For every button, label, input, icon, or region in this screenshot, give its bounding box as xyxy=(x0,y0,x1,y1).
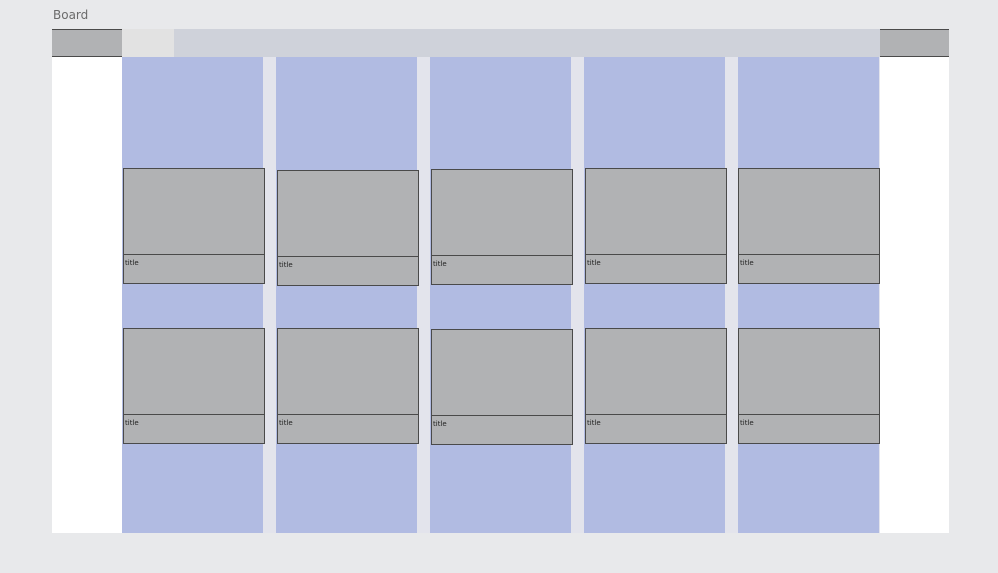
card-thumbnail xyxy=(278,329,418,415)
card-thumbnail xyxy=(739,169,879,255)
card[interactable]: title xyxy=(585,168,727,284)
card-thumbnail xyxy=(432,330,572,416)
grid-column xyxy=(584,57,725,533)
tab-placeholder[interactable] xyxy=(122,29,174,57)
grid-column xyxy=(738,57,879,533)
card-title: title xyxy=(587,259,601,267)
card[interactable]: title xyxy=(738,168,880,284)
card-title: title xyxy=(740,259,754,267)
card-title: title xyxy=(125,419,139,427)
card-thumbnail xyxy=(586,329,726,415)
card-title: title xyxy=(279,261,293,269)
card-thumbnail xyxy=(124,329,264,415)
grid-column xyxy=(122,57,263,533)
card-grid: title title title title title title titl… xyxy=(122,57,880,533)
card-thumbnail xyxy=(278,171,418,257)
grid-column xyxy=(430,57,571,533)
card-thumbnail xyxy=(586,169,726,255)
card-title: title xyxy=(587,419,601,427)
card[interactable]: title xyxy=(123,328,265,444)
card-title: title xyxy=(433,260,447,268)
card[interactable]: title xyxy=(431,169,573,285)
card[interactable]: title xyxy=(585,328,727,444)
card[interactable]: title xyxy=(738,328,880,444)
card[interactable]: title xyxy=(123,168,265,284)
card-title: title xyxy=(279,419,293,427)
grid-column xyxy=(276,57,417,533)
card[interactable]: title xyxy=(431,329,573,445)
card-thumbnail xyxy=(432,170,572,256)
board-frame: title title title title title title titl… xyxy=(52,29,949,533)
board-label: Board xyxy=(53,8,89,22)
card[interactable]: title xyxy=(277,328,419,444)
card-title: title xyxy=(125,259,139,267)
card-thumbnail xyxy=(124,169,264,255)
card-title: title xyxy=(433,420,447,428)
card[interactable]: title xyxy=(277,170,419,286)
top-bar-strip xyxy=(122,29,880,57)
card-thumbnail xyxy=(739,329,879,415)
card-title: title xyxy=(740,419,754,427)
